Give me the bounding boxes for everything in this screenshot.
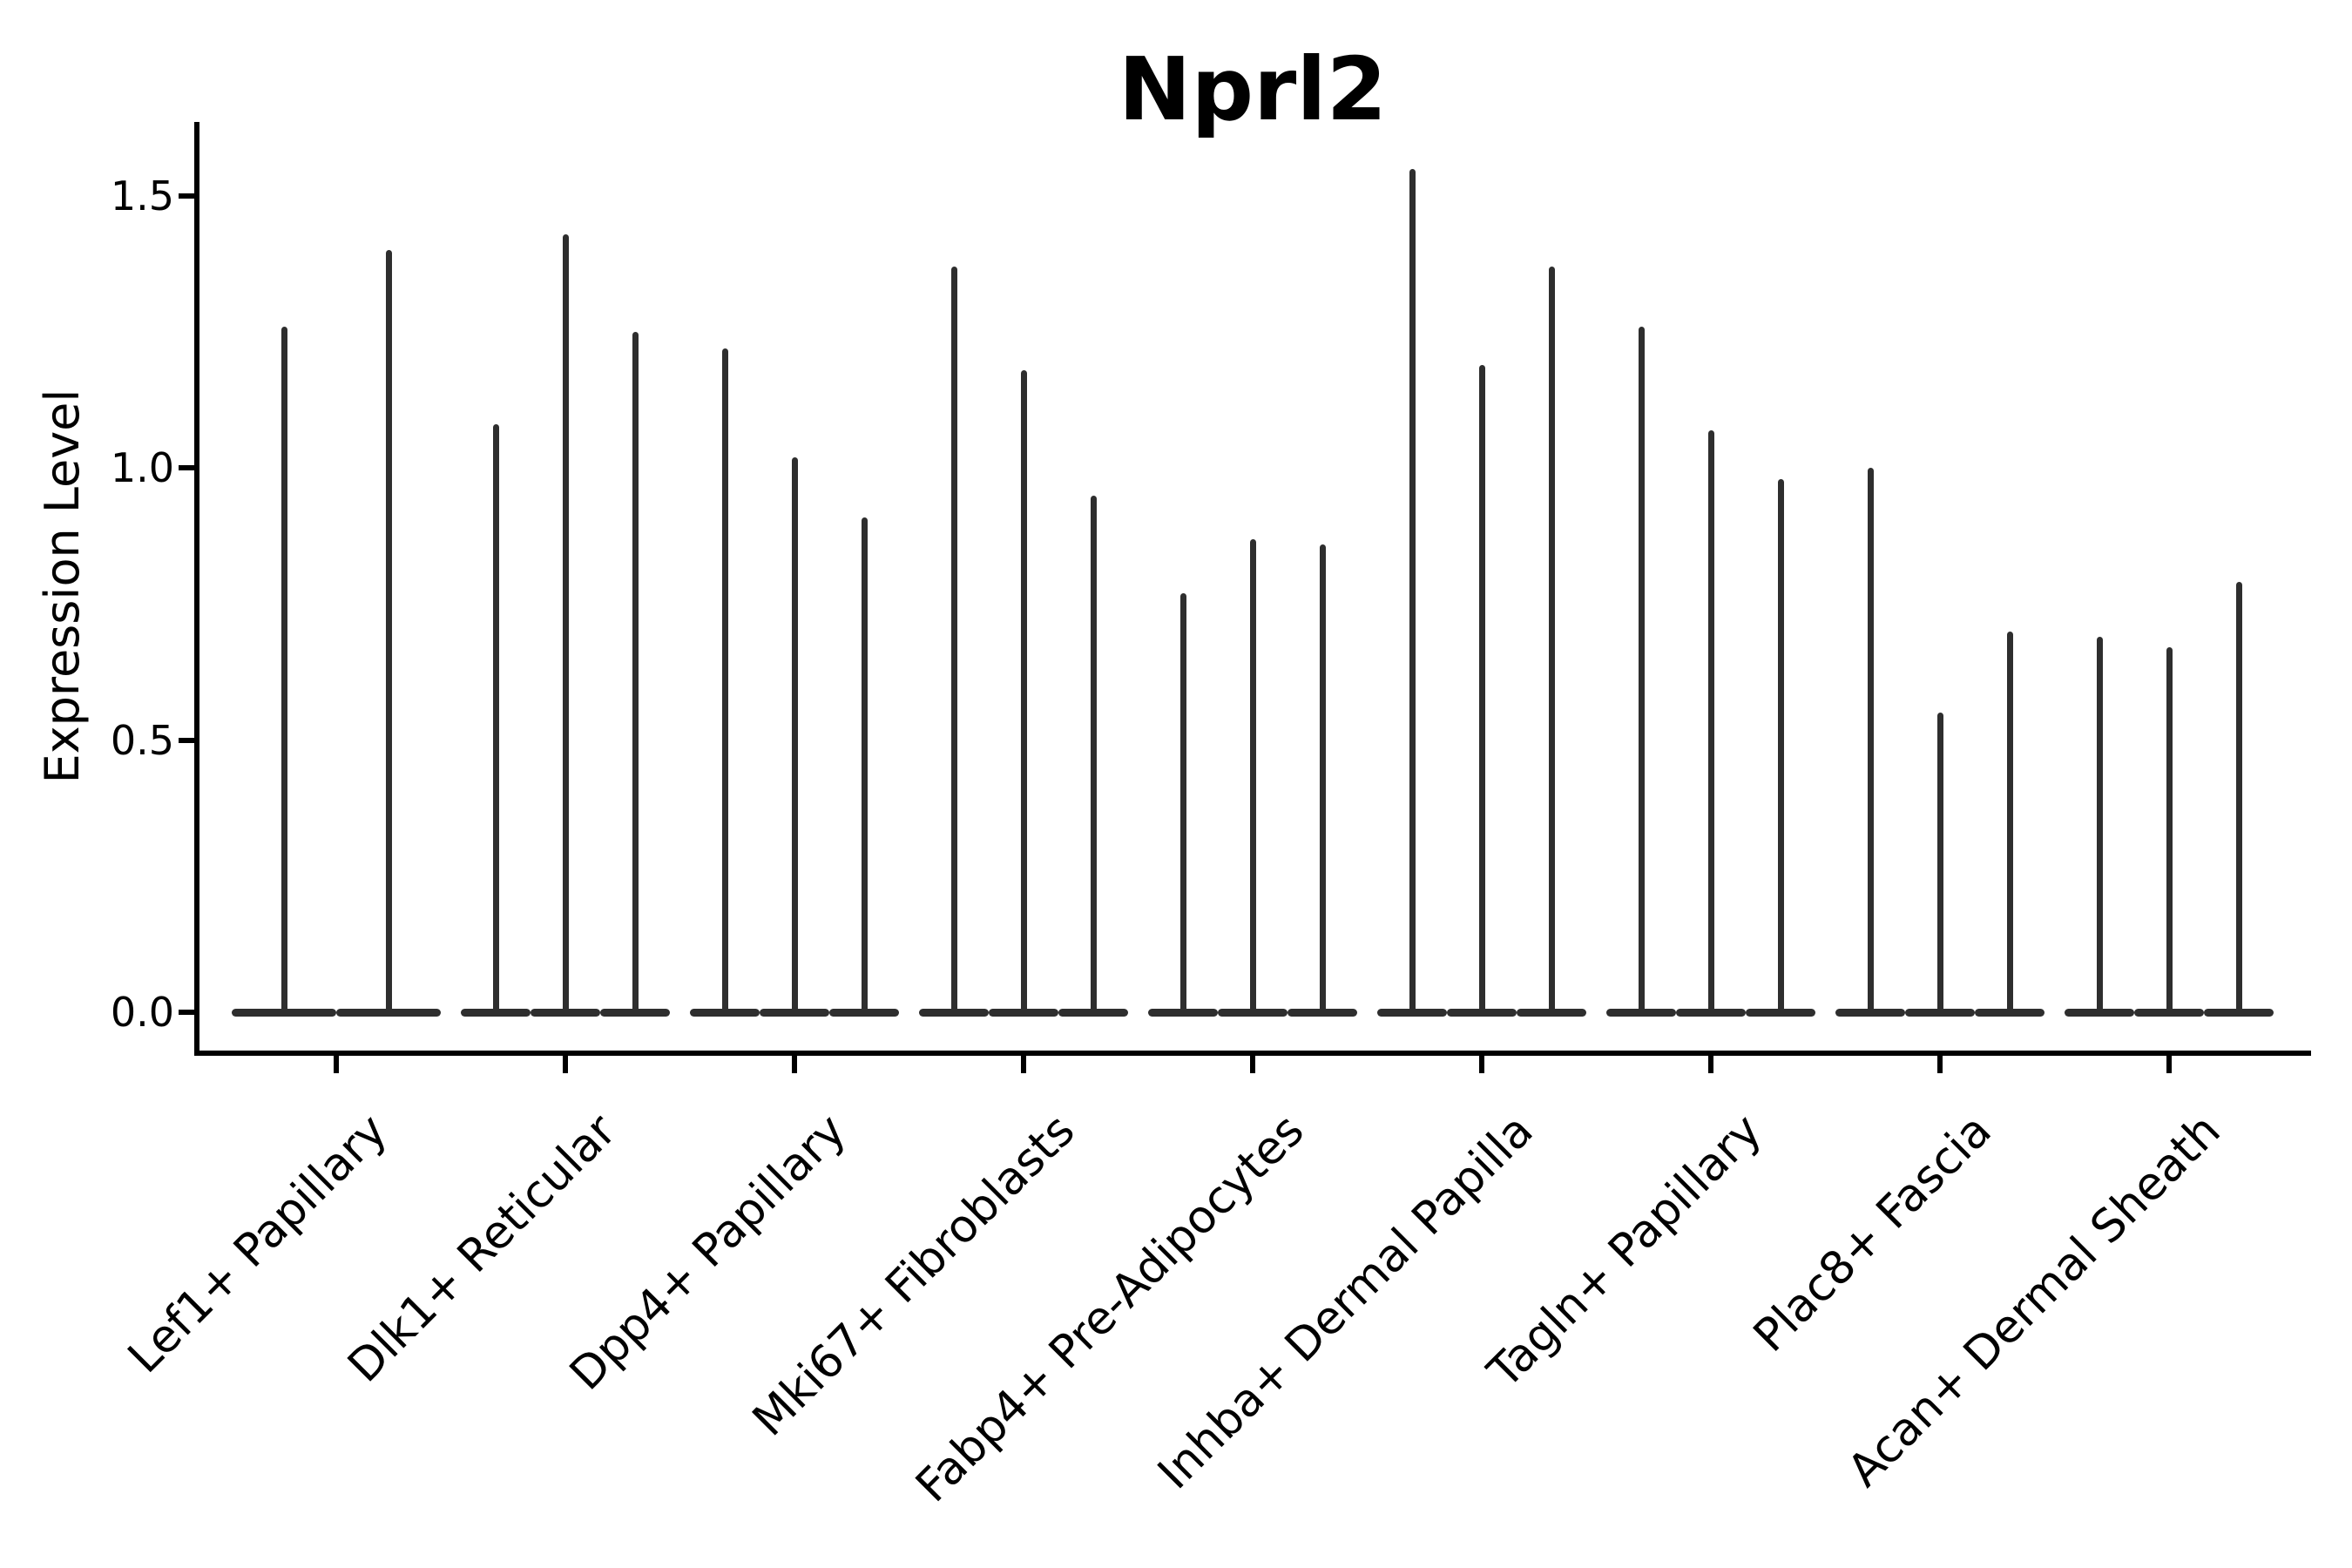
violin-spike bbox=[2096, 636, 2103, 1012]
violin-spike bbox=[632, 332, 639, 1012]
violin-spike bbox=[721, 348, 728, 1012]
violin-base bbox=[2134, 1008, 2204, 1017]
x-tick bbox=[2166, 1056, 2172, 1073]
x-tick-label: Inhba+ Dermal Papilla bbox=[1147, 1104, 1544, 1500]
x-tick bbox=[1021, 1056, 1026, 1073]
x-tick bbox=[1937, 1056, 1943, 1073]
x-tick-label: Plac8+ Fascia bbox=[1743, 1104, 2002, 1362]
violin-base bbox=[989, 1008, 1058, 1017]
x-tick bbox=[1708, 1056, 1713, 1073]
y-tick-label: 0.5 bbox=[110, 716, 174, 764]
violin-base bbox=[1377, 1008, 1447, 1017]
violin-base bbox=[1447, 1008, 1517, 1017]
violin-base bbox=[336, 1008, 441, 1017]
violin-base bbox=[2204, 1008, 2274, 1017]
y-tick bbox=[179, 193, 194, 199]
violin-spike bbox=[1090, 495, 1097, 1012]
chart-title: Nprl2 bbox=[1118, 38, 1388, 140]
violin-spike bbox=[280, 326, 287, 1012]
violin-spike bbox=[1478, 364, 1485, 1012]
y-tick bbox=[179, 1010, 194, 1015]
y-tick bbox=[179, 465, 194, 471]
violin-base bbox=[1746, 1008, 1815, 1017]
violin-spike bbox=[2235, 582, 2242, 1012]
y-tick-label: 1.0 bbox=[110, 444, 174, 492]
violin-spike bbox=[562, 233, 569, 1012]
violin-spike bbox=[1936, 713, 1943, 1012]
violin-spike bbox=[492, 424, 499, 1012]
violin-spike bbox=[2166, 647, 2173, 1012]
x-tick-label: Acan+ Dermal Sheath bbox=[1837, 1104, 2231, 1497]
x-tick bbox=[792, 1056, 797, 1073]
x-tick-label: Fabp4+ Pre-Adipocytes bbox=[906, 1104, 1315, 1513]
x-tick bbox=[1250, 1056, 1255, 1073]
violin-base bbox=[1148, 1008, 1218, 1017]
violin-base bbox=[2065, 1008, 2134, 1017]
violin-base bbox=[1288, 1008, 1357, 1017]
violin-base bbox=[760, 1008, 829, 1017]
violin-base bbox=[1835, 1008, 1905, 1017]
x-tick bbox=[334, 1056, 339, 1073]
violin-spike bbox=[1707, 429, 1714, 1012]
violin-base bbox=[1905, 1008, 1975, 1017]
violin-spike bbox=[1249, 538, 1256, 1012]
violin-base bbox=[531, 1008, 600, 1017]
violin-spike bbox=[1020, 369, 1027, 1012]
violin-base bbox=[232, 1008, 336, 1017]
violin-base bbox=[1517, 1008, 1586, 1017]
violin-base bbox=[1058, 1008, 1128, 1017]
violin-spike bbox=[1319, 544, 1326, 1012]
y-axis-spine bbox=[194, 122, 199, 1056]
violin-spike bbox=[791, 456, 798, 1012]
violin-spike bbox=[1867, 468, 1874, 1012]
violin-spike bbox=[385, 250, 392, 1012]
violin-spike bbox=[1638, 326, 1645, 1012]
y-axis-title: Expression Level bbox=[35, 389, 90, 784]
violin-base bbox=[600, 1008, 670, 1017]
violin-spike bbox=[1179, 592, 1186, 1012]
y-tick bbox=[179, 737, 194, 743]
violin-spike bbox=[861, 517, 868, 1012]
y-tick-label: 1.5 bbox=[110, 172, 174, 220]
violin-base bbox=[1218, 1008, 1288, 1017]
violin-base bbox=[919, 1008, 989, 1017]
violin-spike bbox=[950, 267, 957, 1012]
violin-spike bbox=[1548, 267, 1555, 1012]
y-tick-label: 0.0 bbox=[110, 989, 174, 1036]
violin-spike bbox=[1409, 168, 1416, 1012]
x-tick bbox=[563, 1056, 568, 1073]
violin-spike bbox=[2006, 631, 2013, 1012]
x-tick bbox=[1479, 1056, 1484, 1073]
violin-base bbox=[1676, 1008, 1746, 1017]
violin-base bbox=[1975, 1008, 2044, 1017]
violin-base bbox=[690, 1008, 760, 1017]
violin-base bbox=[829, 1008, 899, 1017]
violin-base bbox=[461, 1008, 531, 1017]
violin-base bbox=[1606, 1008, 1676, 1017]
x-axis-spine bbox=[194, 1051, 2311, 1056]
violin-spike bbox=[1777, 478, 1784, 1012]
